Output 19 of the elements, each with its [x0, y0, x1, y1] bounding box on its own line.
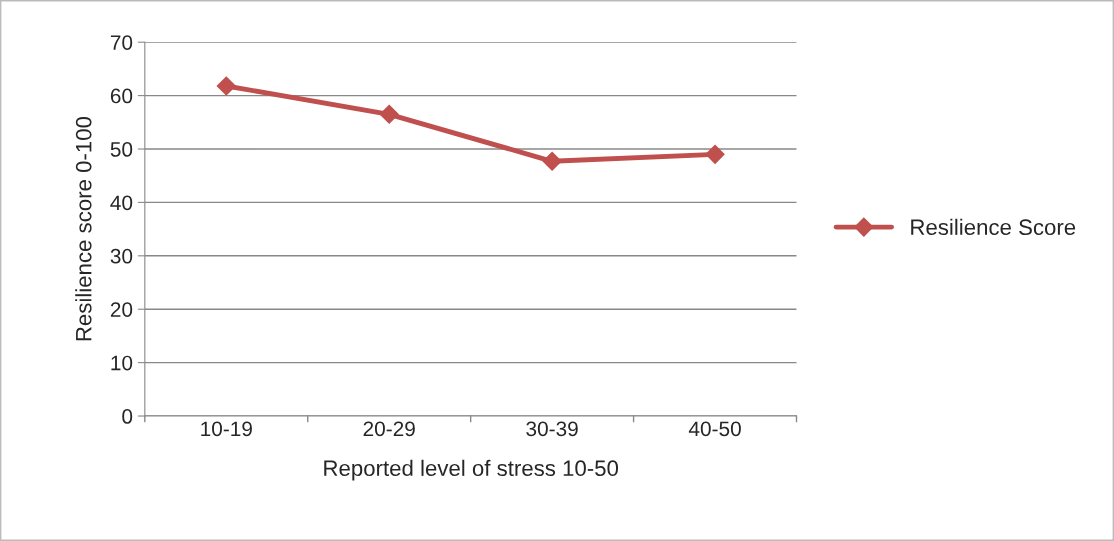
- x-tick-label: 40-50: [688, 421, 741, 437]
- y-tick-label: 0: [122, 409, 133, 424]
- x-tick-label: 10-19: [201, 421, 252, 437]
- point: [216, 76, 236, 96]
- point: [705, 144, 725, 164]
- y-tick-label: 20: [110, 302, 133, 317]
- y-tick-label: 60: [110, 88, 133, 104]
- y-tick-label: 30: [110, 248, 133, 264]
- y-tick-label: 50: [110, 142, 133, 157]
- x-tick-label: 30-39: [526, 421, 578, 437]
- y-tick-label: 10: [111, 355, 133, 371]
- x-tick-label: 20-29: [363, 421, 415, 437]
- y-tick-label: 40: [110, 195, 133, 211]
- x-axis-title: Reported level of stress 10-50: [324, 459, 619, 481]
- y-tick-label: 70: [110, 35, 133, 50]
- point: [542, 151, 562, 171]
- legend-label: Resilience Score: [911, 218, 1076, 236]
- point: [379, 104, 399, 124]
- y-axis-title: Resilience score 0-100: [75, 116, 92, 341]
